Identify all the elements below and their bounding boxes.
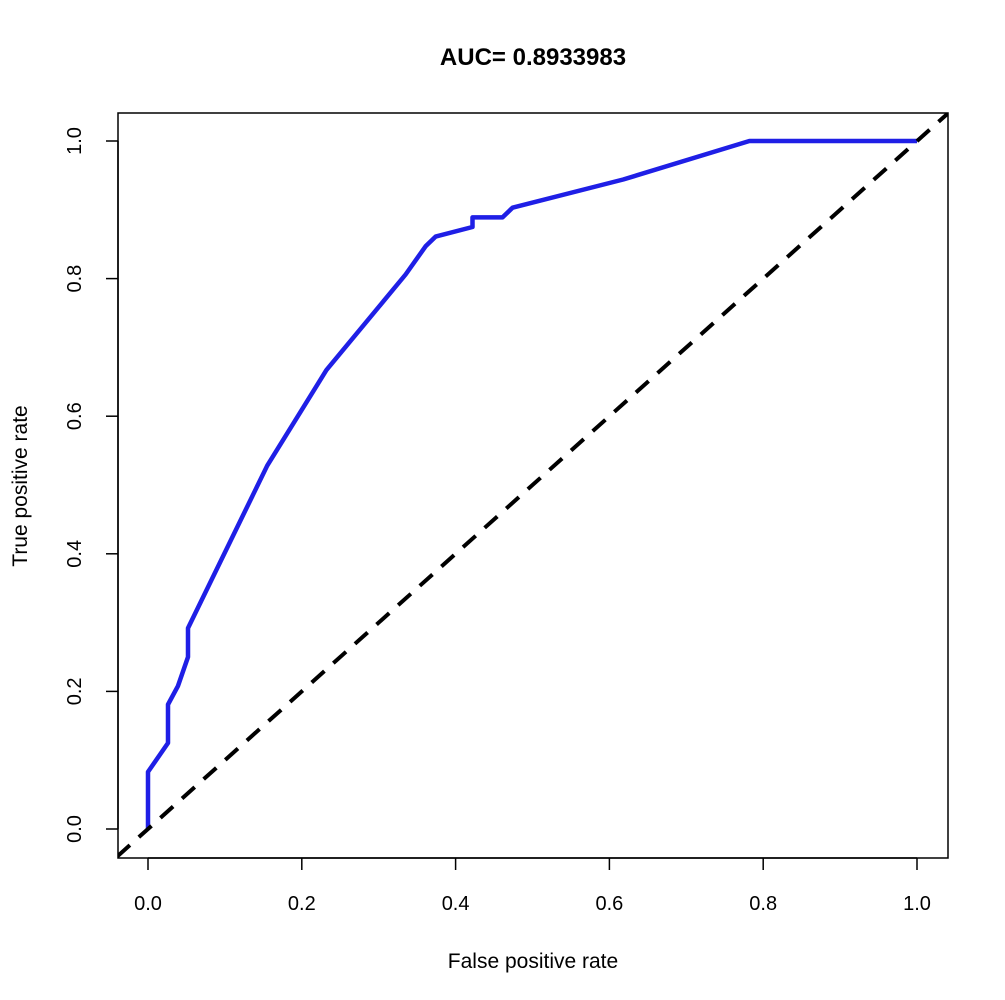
x-axis-label: False positive rate (448, 950, 618, 973)
x-tick-label: 1.0 (903, 893, 931, 915)
x-tick-label: 0.4 (442, 893, 470, 915)
roc-curve-line (145, 138, 917, 829)
y-tick-label: 0.8 (64, 265, 86, 293)
chart-title: AUC= 0.8933983 (440, 44, 626, 71)
y-tick-label: 0.4 (64, 540, 86, 568)
y-axis-label: True positive rate (9, 405, 32, 566)
y-tick-label: 0.2 (64, 677, 86, 705)
y-tick-label: 0.0 (64, 815, 86, 843)
plot-area (118, 113, 948, 858)
x-tick-label: 0.6 (595, 893, 623, 915)
x-axis: 0.0 0.2 0.4 0.6 0.8 1.0 (134, 857, 931, 915)
y-tick-label: 1.0 (64, 127, 86, 155)
x-tick-label: 0.8 (749, 893, 777, 915)
y-tick-label: 0.6 (64, 402, 86, 430)
x-tick-label: 0.0 (134, 893, 162, 915)
y-axis: 0.0 0.2 0.4 0.6 0.8 1.0 (64, 127, 119, 843)
reference-diagonal-line (118, 113, 948, 858)
x-tick-label: 0.2 (288, 893, 316, 915)
